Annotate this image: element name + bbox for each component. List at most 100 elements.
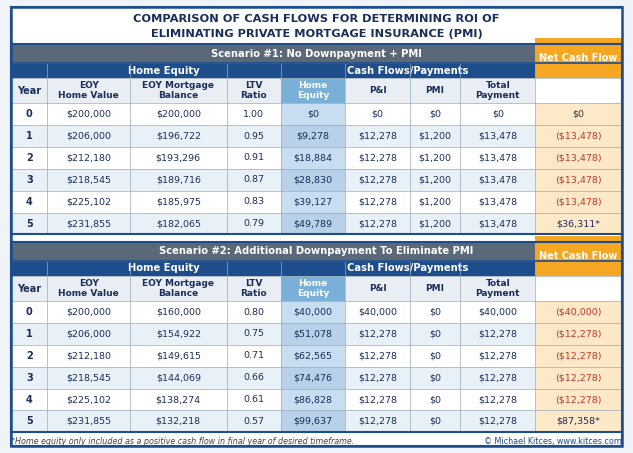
- Text: $49,789: $49,789: [294, 219, 332, 228]
- Bar: [227, 103, 280, 125]
- Text: Year: Year: [17, 86, 41, 96]
- Text: PMI: PMI: [425, 284, 444, 293]
- Text: 4: 4: [26, 395, 33, 405]
- Bar: [11, 212, 47, 235]
- Text: $12,278: $12,278: [358, 417, 397, 426]
- Bar: [11, 44, 622, 63]
- Bar: [227, 169, 280, 191]
- Bar: [47, 78, 130, 103]
- Text: Year: Year: [17, 284, 41, 294]
- Text: $12,278: $12,278: [479, 417, 517, 426]
- Bar: [460, 276, 536, 301]
- Bar: [130, 78, 227, 103]
- Text: 4: 4: [26, 197, 33, 207]
- Text: 0: 0: [26, 109, 33, 119]
- Text: 3: 3: [26, 373, 33, 383]
- Bar: [11, 7, 622, 44]
- Text: $13,478: $13,478: [478, 175, 517, 184]
- Bar: [11, 261, 47, 276]
- Bar: [410, 276, 460, 301]
- Text: $12,278: $12,278: [358, 329, 397, 338]
- Bar: [536, 191, 622, 212]
- Bar: [410, 212, 460, 235]
- Text: $13,478: $13,478: [478, 154, 517, 163]
- Bar: [410, 191, 460, 212]
- Bar: [11, 345, 47, 367]
- Text: © Michael Kitces, www.kitces.com: © Michael Kitces, www.kitces.com: [484, 437, 622, 446]
- Text: PMI: PMI: [425, 86, 444, 95]
- Text: $9,278: $9,278: [296, 131, 329, 140]
- Bar: [47, 389, 130, 410]
- Bar: [410, 389, 460, 410]
- Text: $189,716: $189,716: [156, 175, 201, 184]
- Bar: [47, 367, 130, 389]
- Text: $12,278: $12,278: [358, 373, 397, 382]
- Text: 0.57: 0.57: [243, 417, 264, 426]
- Text: P&I: P&I: [368, 284, 386, 293]
- Text: LTV
Ratio: LTV Ratio: [241, 81, 267, 101]
- Bar: [536, 212, 622, 235]
- Text: $0: $0: [429, 308, 441, 317]
- Bar: [410, 78, 460, 103]
- Text: P&I: P&I: [368, 86, 386, 95]
- Text: EOY Mortgage
Balance: EOY Mortgage Balance: [142, 279, 215, 299]
- Bar: [47, 276, 130, 301]
- Text: $1,200: $1,200: [418, 131, 451, 140]
- Text: 5: 5: [26, 218, 33, 229]
- Text: $154,922: $154,922: [156, 329, 201, 338]
- Bar: [11, 103, 47, 125]
- Bar: [536, 103, 622, 125]
- Text: Total
Payment: Total Payment: [475, 81, 520, 101]
- Bar: [460, 125, 536, 147]
- Bar: [280, 78, 345, 103]
- Text: ($12,278): ($12,278): [555, 351, 602, 360]
- Bar: [536, 125, 622, 147]
- Bar: [47, 147, 130, 169]
- Text: 0.75: 0.75: [243, 329, 264, 338]
- Bar: [11, 169, 47, 191]
- Bar: [47, 212, 130, 235]
- Bar: [130, 345, 227, 367]
- Text: $196,722: $196,722: [156, 131, 201, 140]
- Bar: [280, 323, 345, 345]
- Text: $18,884: $18,884: [294, 154, 332, 163]
- Text: $193,296: $193,296: [156, 154, 201, 163]
- Text: 1: 1: [26, 131, 33, 141]
- Bar: [130, 410, 227, 432]
- Bar: [280, 261, 536, 276]
- Bar: [47, 63, 280, 78]
- Text: ($13,478): ($13,478): [555, 197, 602, 206]
- Text: $0: $0: [307, 110, 319, 119]
- Bar: [460, 212, 536, 235]
- Text: $99,637: $99,637: [293, 417, 332, 426]
- Text: 1.00: 1.00: [243, 110, 264, 119]
- Bar: [47, 410, 130, 432]
- Bar: [130, 191, 227, 212]
- Text: $225,102: $225,102: [66, 395, 111, 404]
- Bar: [410, 169, 460, 191]
- Bar: [227, 276, 280, 301]
- Bar: [11, 242, 622, 261]
- Bar: [536, 323, 622, 345]
- Text: ($13,478): ($13,478): [555, 131, 602, 140]
- Text: ($12,278): ($12,278): [555, 373, 602, 382]
- Bar: [47, 261, 280, 276]
- Text: ($12,278): ($12,278): [555, 395, 602, 404]
- Bar: [345, 212, 410, 235]
- Text: Scenario #2: Additional Downpayment To Eliminate PMI: Scenario #2: Additional Downpayment To E…: [160, 246, 473, 256]
- Text: Home Equity: Home Equity: [128, 264, 200, 274]
- Bar: [280, 301, 345, 323]
- Text: Total
Payment: Total Payment: [475, 279, 520, 299]
- Text: $1,200: $1,200: [418, 154, 451, 163]
- Bar: [345, 169, 410, 191]
- Text: $212,180: $212,180: [66, 351, 111, 360]
- Bar: [460, 103, 536, 125]
- Text: $28,830: $28,830: [293, 175, 332, 184]
- Text: $12,278: $12,278: [358, 351, 397, 360]
- Bar: [47, 169, 130, 191]
- Bar: [11, 78, 47, 103]
- Bar: [11, 410, 47, 432]
- Bar: [460, 78, 536, 103]
- Bar: [280, 103, 345, 125]
- Text: ($40,000): ($40,000): [555, 308, 602, 317]
